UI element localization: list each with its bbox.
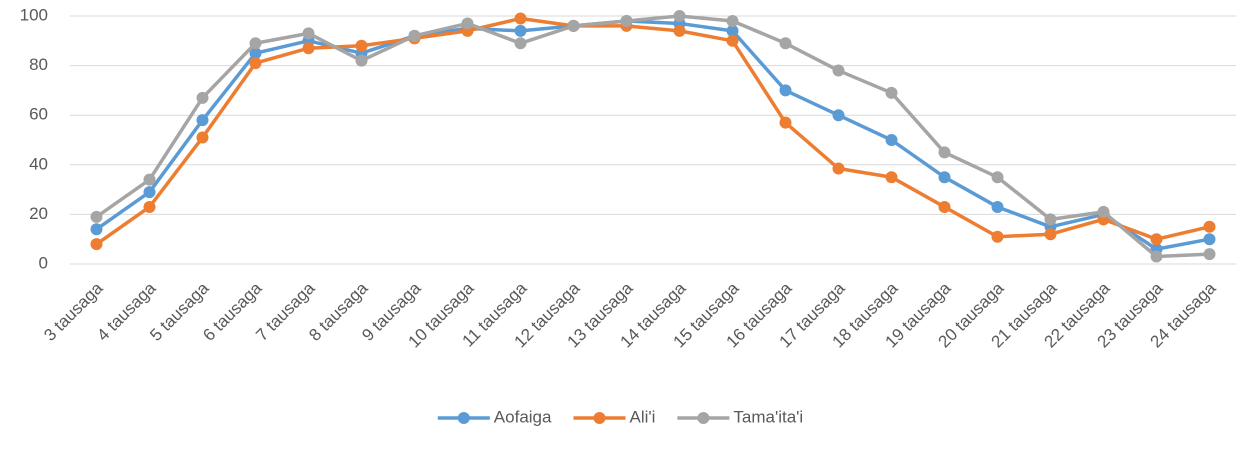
point: [1203, 233, 1216, 246]
point: [1044, 213, 1057, 226]
point: [832, 64, 845, 77]
point: [514, 24, 527, 37]
legend-label: Ali'i: [629, 407, 655, 426]
point: [832, 109, 845, 122]
point: [143, 186, 156, 199]
legend-marker: [457, 412, 470, 424]
point: [1203, 248, 1216, 261]
y-tick-label: 40: [29, 154, 48, 173]
legend-marker: [697, 412, 710, 424]
series-line: [95, 19, 1210, 251]
point: [196, 114, 209, 127]
point: [832, 162, 845, 175]
y-tick-label: 80: [29, 55, 48, 74]
point: [620, 14, 633, 27]
point: [1097, 205, 1110, 218]
point: [249, 47, 262, 60]
point: [514, 37, 527, 50]
point: [779, 37, 792, 50]
point: [673, 10, 686, 22]
point: [938, 146, 951, 159]
series-line: [95, 14, 1210, 259]
point: [991, 171, 1004, 184]
y-tick-label: 20: [29, 204, 48, 223]
point: [355, 54, 368, 67]
point: [90, 223, 103, 236]
point: [249, 37, 262, 50]
point: [1203, 220, 1216, 233]
point: [938, 171, 951, 184]
point: [1150, 233, 1163, 246]
legend-label: Tama'ita'i: [733, 407, 803, 426]
point: [726, 14, 739, 27]
point: [885, 171, 898, 184]
point: [885, 86, 898, 99]
point: [991, 200, 1004, 213]
point: [355, 39, 368, 52]
point: [885, 134, 898, 146]
point: [143, 200, 156, 213]
point: [1150, 250, 1163, 263]
point: [90, 238, 103, 251]
point: [196, 91, 209, 104]
point: [726, 24, 739, 37]
point: [408, 29, 421, 42]
point: [302, 42, 315, 55]
legend-label: Aofaiga: [494, 407, 552, 426]
point: [938, 200, 951, 213]
point: [779, 84, 792, 97]
y-tick-label: 60: [29, 105, 48, 124]
point: [779, 116, 792, 129]
point: [90, 210, 103, 223]
point: [1044, 228, 1057, 241]
point: [514, 12, 527, 25]
point: [196, 131, 209, 144]
point: [673, 24, 686, 37]
point: [461, 17, 474, 30]
series-line: [95, 16, 1210, 246]
legend: Aofaiga Ali'i Tama'ita'i: [437, 407, 803, 426]
y-tick-label: 100: [20, 5, 48, 24]
point: [991, 230, 1004, 243]
point: [143, 173, 156, 186]
point: [302, 27, 315, 40]
point: [726, 34, 739, 47]
y-tick-label: 0: [39, 253, 48, 272]
point: [249, 57, 262, 70]
point: [567, 19, 580, 32]
legend-marker: [593, 412, 606, 424]
